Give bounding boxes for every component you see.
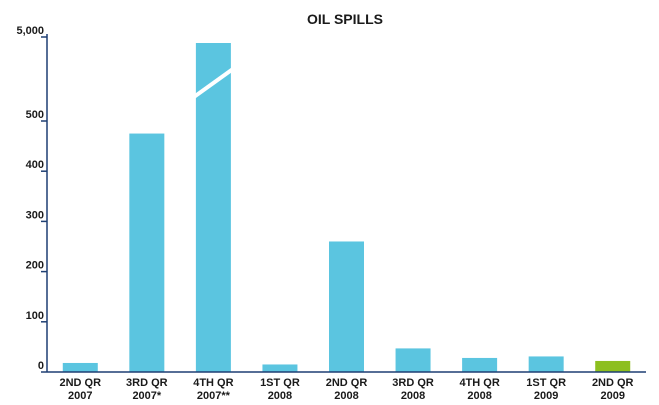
x-tick-label-0: 2ND QR 2007	[59, 377, 101, 402]
y-tick-label-2: 200	[26, 260, 44, 272]
bar-0	[62, 362, 98, 372]
bar-1	[129, 133, 165, 372]
y-tick-label-0: 0	[38, 360, 44, 372]
bar-break-mark-2	[192, 67, 235, 99]
axis-layer: 0 100 200 300 400 500 5,000	[16, 25, 646, 373]
bar-3	[262, 364, 298, 372]
x-tick-label-2: 4TH QR 2007**	[193, 377, 233, 402]
y-tick-label-5: 500	[26, 109, 44, 121]
x-tick-label-1: 3RD QR 2007*	[126, 377, 168, 402]
x-tick-label-8: 2ND QR 2009	[592, 377, 634, 402]
bars-layer	[62, 43, 631, 372]
y-tick-label-1: 100	[26, 310, 44, 322]
bar-8	[595, 360, 631, 372]
x-tick-label-7: 1ST QR 2009	[526, 377, 566, 402]
x-tick-label-4: 2ND QR 2008	[326, 377, 368, 402]
x-labels-layer: 2ND QR 2007 3RD QR 2007* 4TH QR 2007** 1ST QR 2…	[59, 377, 633, 402]
chart-title: OIL SPILLS	[307, 11, 383, 27]
y-tick-label-6: 5,000	[16, 25, 44, 37]
x-tick-label-5: 3RD QR 2008	[392, 377, 434, 402]
y-tick-label-4: 400	[26, 159, 44, 171]
bar-7	[528, 356, 564, 372]
x-tick-label-3: 1ST QR 2008	[260, 377, 300, 402]
bar-5	[395, 348, 431, 372]
bar-4	[329, 241, 364, 372]
y-tick-label-3: 300	[26, 209, 44, 221]
bar-6	[462, 357, 498, 372]
x-tick-label-6: 4TH QR 2008	[459, 377, 499, 402]
bar-2	[195, 43, 231, 372]
